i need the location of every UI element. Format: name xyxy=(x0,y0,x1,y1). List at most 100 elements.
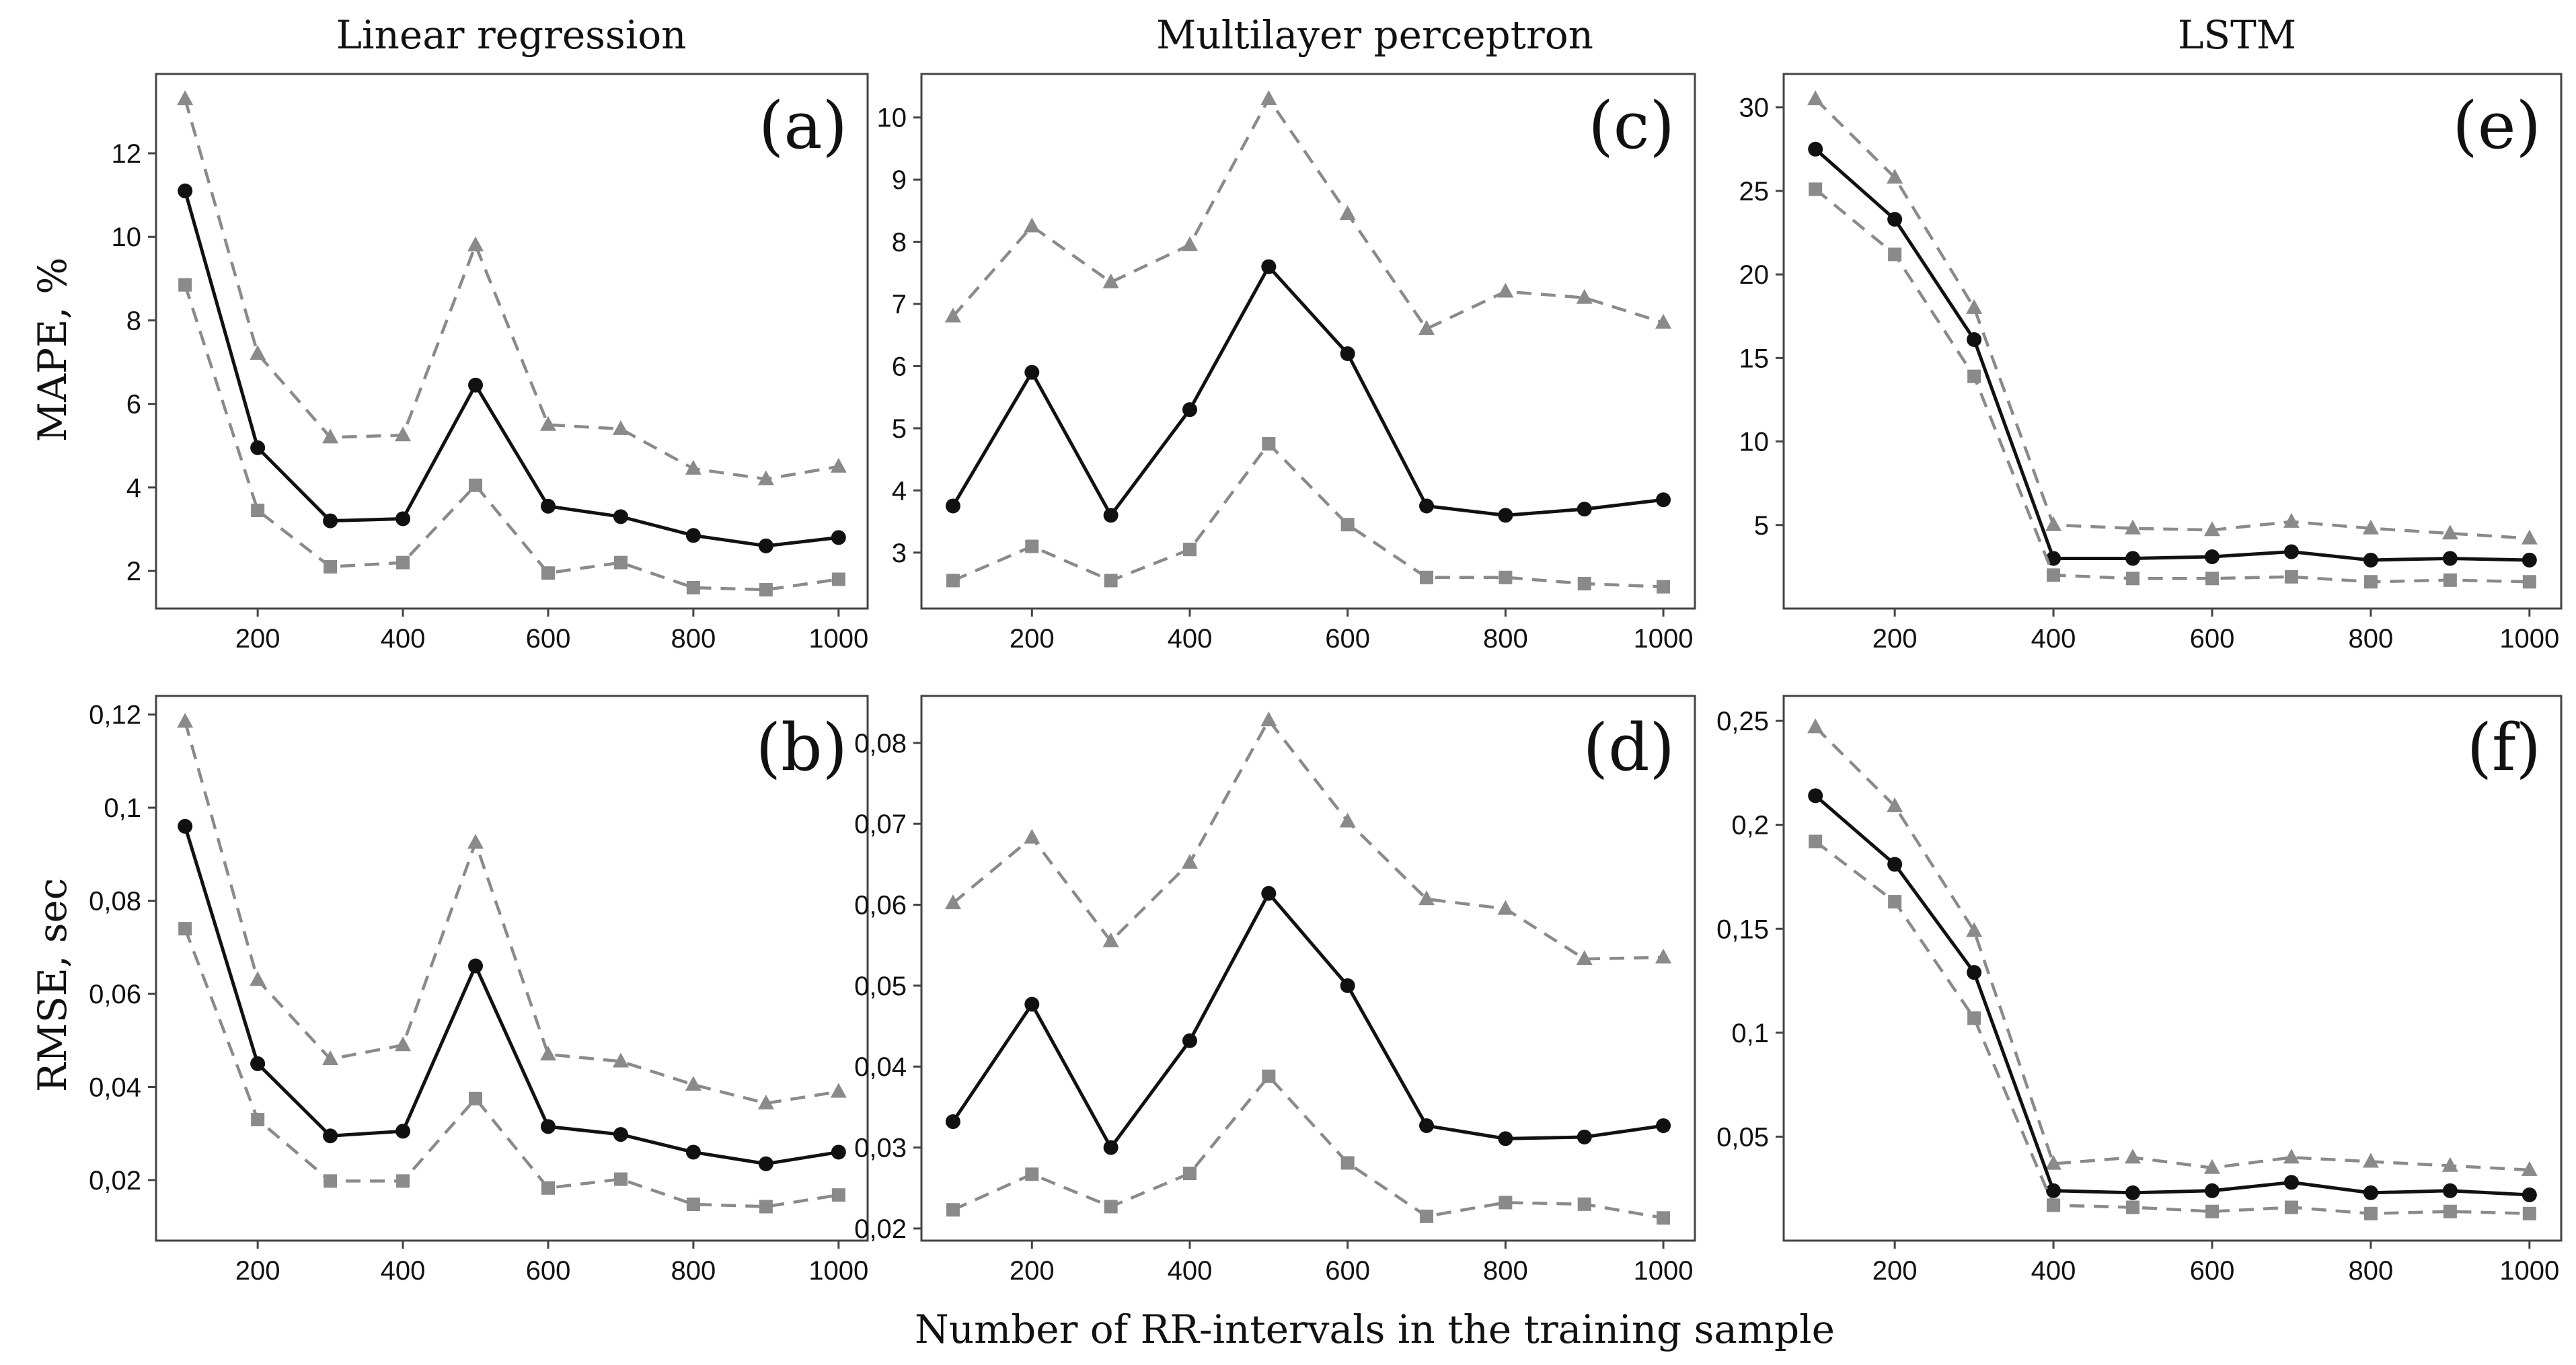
y-tick-label-a-3: 8 xyxy=(126,306,141,336)
point-upper-a-6 xyxy=(612,420,629,435)
x-tick-label-d-3: 800 xyxy=(1483,1256,1528,1286)
point-lower-c-9 xyxy=(1657,580,1671,594)
series-line-upper-e xyxy=(1814,98,2530,540)
point-median-c-2 xyxy=(1103,508,1119,523)
series-line-lower-e xyxy=(1814,188,2530,584)
x-tick-label-e-0: 200 xyxy=(1872,624,1918,654)
point-median-b-6 xyxy=(613,1127,628,1142)
point-upper-c-2 xyxy=(1102,273,1119,288)
panels: 200 400 600 800 1000 2 4 6 8 10 12 (a) 200 400 600 800 1… xyxy=(89,73,2563,1286)
point-upper-e-0 xyxy=(1807,90,1824,106)
point-median-d-9 xyxy=(1656,1118,1671,1134)
point-median-c-8 xyxy=(1577,502,1592,517)
y-tick-label-e-1: 10 xyxy=(1739,428,1770,457)
x-tick-label-a-2: 600 xyxy=(526,624,571,654)
point-median-e-4 xyxy=(2125,551,2141,566)
y-tick-label-d-2: 0,04 xyxy=(854,1052,907,1082)
x-tick-label-f-0: 200 xyxy=(1872,1256,1918,1286)
point-upper-d-7 xyxy=(1497,900,1514,915)
point-upper-c-6 xyxy=(1418,320,1435,336)
point-median-b-2 xyxy=(323,1128,338,1144)
point-lower-d-1 xyxy=(1025,1167,1039,1181)
point-lower-e-1 xyxy=(1888,247,1902,262)
y-tick-label-d-1: 0,03 xyxy=(854,1134,907,1163)
series-line-lower-f xyxy=(1814,840,2530,1216)
y-tick-label-f-0: 0,05 xyxy=(1716,1122,1769,1152)
point-upper-c-8 xyxy=(1576,288,1593,304)
series-line-lower-b xyxy=(184,928,839,1208)
point-upper-d-1 xyxy=(1024,828,1040,844)
point-upper-d-8 xyxy=(1576,950,1593,966)
x-tick-label-e-3: 800 xyxy=(2349,624,2394,654)
y-tick-label-f-4: 0,25 xyxy=(1716,707,1769,736)
y-tick-label-f-3: 0,2 xyxy=(1731,811,1769,841)
point-lower-a-0 xyxy=(178,278,192,292)
panel-label-a: (a) xyxy=(759,88,847,163)
point-upper-e-2 xyxy=(1966,299,1983,314)
y-tick-label-c-5: 8 xyxy=(892,228,907,258)
point-upper-b-7 xyxy=(685,1076,702,1091)
point-median-b-3 xyxy=(395,1124,411,1139)
y-tick-label-e-2: 15 xyxy=(1739,344,1770,373)
point-lower-f-2 xyxy=(1967,1011,1981,1025)
point-median-b-1 xyxy=(250,1056,266,1071)
point-median-d-2 xyxy=(1103,1140,1119,1155)
panel-label-c: (c) xyxy=(1588,88,1675,163)
panel-a: 200 400 600 800 1000 2 4 6 8 10 12 (a) xyxy=(112,73,869,654)
series-line-upper-a xyxy=(184,98,839,481)
y-tick-label-d-3: 0,05 xyxy=(854,972,907,1001)
point-median-e-1 xyxy=(1887,212,1903,227)
series-line-median-f xyxy=(1814,794,2530,1197)
y-tick-label-b-2: 0,06 xyxy=(89,980,141,1009)
y-tick-label-b-5: 0,12 xyxy=(89,701,141,730)
point-upper-b-0 xyxy=(177,713,194,728)
point-lower-e-5 xyxy=(2205,572,2219,586)
x-tick-label-a-3: 800 xyxy=(671,624,716,654)
point-median-a-0 xyxy=(178,183,193,198)
point-lower-c-2 xyxy=(1104,574,1118,588)
point-lower-f-6 xyxy=(2284,1200,2298,1214)
point-upper-e-5 xyxy=(2203,521,2220,537)
panel-e: 200 400 600 800 1000 5 10 15 20 25 30 (e) xyxy=(1739,73,2563,654)
y-tick-label-e-0: 5 xyxy=(1754,511,1769,541)
y-tick-label-a-0: 2 xyxy=(126,557,141,586)
y-tick-label-a-5: 12 xyxy=(112,139,142,169)
point-upper-a-0 xyxy=(177,90,194,106)
point-upper-f-4 xyxy=(2125,1148,2142,1164)
point-upper-c-3 xyxy=(1181,236,1198,251)
series-line-median-e xyxy=(1814,147,2530,562)
point-upper-e-1 xyxy=(1887,169,1903,184)
point-lower-d-6 xyxy=(1420,1209,1434,1223)
series-line-lower-a xyxy=(184,284,839,592)
point-lower-a-7 xyxy=(686,580,700,594)
point-lower-b-2 xyxy=(324,1174,338,1188)
point-median-e-2 xyxy=(1967,332,1982,348)
point-median-b-7 xyxy=(685,1144,701,1160)
point-upper-b-8 xyxy=(757,1094,774,1109)
point-lower-e-3 xyxy=(2047,568,2061,582)
x-tick-label-b-1: 400 xyxy=(381,1256,426,1286)
point-upper-f-0 xyxy=(1807,718,1824,734)
point-lower-d-7 xyxy=(1499,1196,1513,1210)
point-lower-e-6 xyxy=(2284,570,2298,584)
x-tick-label-b-4: 1000 xyxy=(808,1256,868,1286)
point-upper-d-3 xyxy=(1181,853,1198,869)
point-median-e-8 xyxy=(2442,551,2458,566)
point-lower-c-8 xyxy=(1577,577,1591,591)
point-median-c-0 xyxy=(945,498,960,514)
point-upper-f-2 xyxy=(1966,922,1983,937)
point-lower-b-6 xyxy=(613,1172,628,1186)
panel-frame-b xyxy=(155,695,869,1242)
point-upper-b-4 xyxy=(467,834,484,849)
x-tick-label-e-1: 400 xyxy=(2031,624,2076,654)
series-line-median-d xyxy=(951,892,1664,1150)
point-upper-c-4 xyxy=(1260,89,1277,105)
point-upper-f-7 xyxy=(2362,1153,2379,1168)
y-tick-label-a-1: 4 xyxy=(126,473,141,503)
point-median-e-6 xyxy=(2283,544,2299,559)
point-median-d-8 xyxy=(1577,1129,1592,1144)
x-tick-label-f-4: 1000 xyxy=(2499,1256,2559,1286)
point-upper-f-3 xyxy=(2045,1155,2062,1170)
point-median-d-5 xyxy=(1340,978,1355,993)
point-median-d-3 xyxy=(1182,1033,1197,1048)
